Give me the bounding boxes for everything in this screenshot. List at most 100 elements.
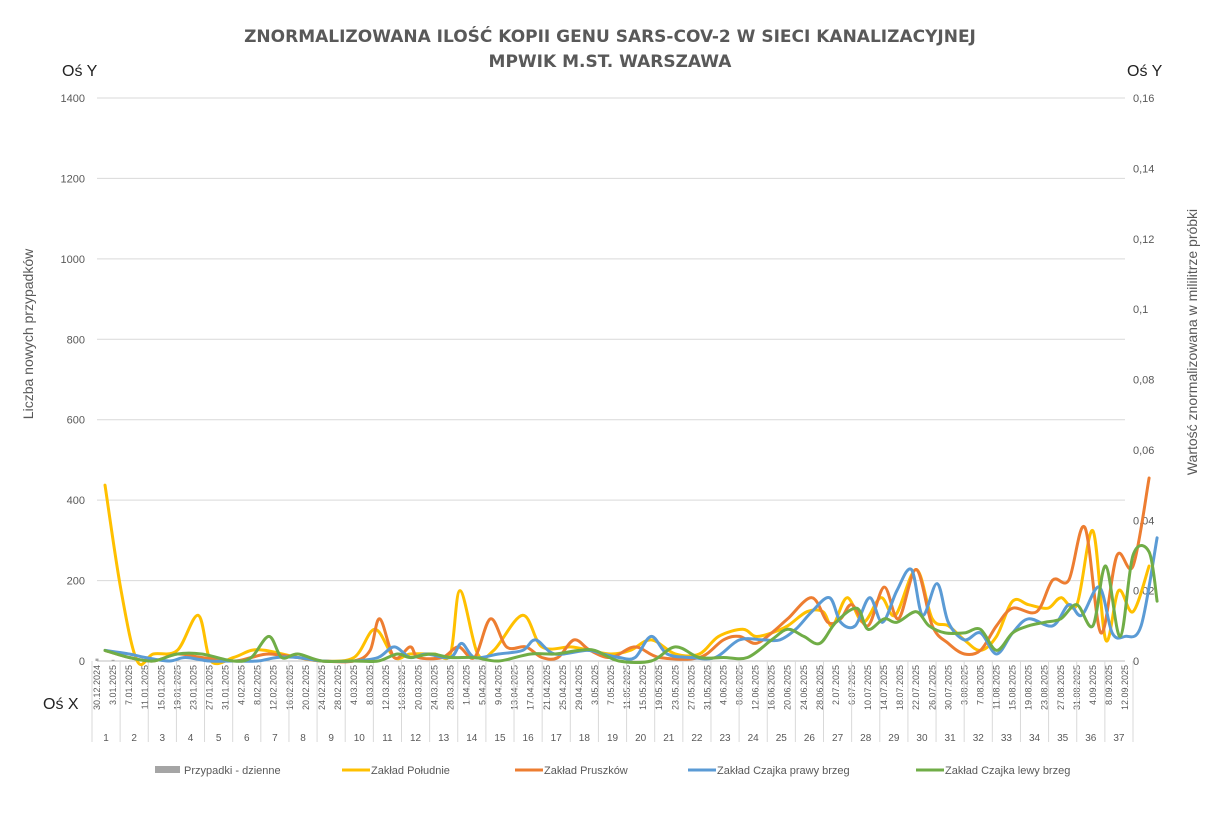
x-date-tick-label: 21.04.2025 bbox=[542, 665, 552, 710]
x-date-tick-label: 4.03.2025 bbox=[349, 665, 359, 705]
legend: Przypadki - dzienne Zakład Południe Zakład… bbox=[155, 765, 1070, 777]
right-y-tick-label: 0 bbox=[1133, 656, 1139, 668]
week-label: 3 bbox=[160, 733, 166, 744]
x-date-tick-label: 23.05.2025 bbox=[670, 665, 680, 710]
x-date-tick-label: 20.03.2025 bbox=[413, 665, 423, 710]
x-date-tick-label: 16.02.2025 bbox=[285, 665, 295, 710]
x-date-tick-label: 13.04.2025 bbox=[510, 665, 520, 710]
right-y-tick-label: 0,12 bbox=[1133, 234, 1154, 246]
x-date-tick-label: 22.07.2025 bbox=[911, 665, 921, 710]
week-label: 26 bbox=[804, 733, 816, 744]
daily-cases-bars bbox=[95, 658, 115, 661]
left-y-tick-label: 1000 bbox=[61, 254, 85, 266]
x-date-tick-label: 1.04.2025 bbox=[461, 665, 471, 705]
x-date-tick-label: 16.06.2025 bbox=[767, 665, 777, 710]
x-date-tick-label: 26.07.2025 bbox=[927, 665, 937, 710]
week-label: 2 bbox=[131, 733, 137, 744]
week-label: 16 bbox=[523, 733, 535, 744]
week-label: 25 bbox=[776, 733, 788, 744]
week-label: 18 bbox=[579, 733, 591, 744]
right-y-tick-label: 0,06 bbox=[1133, 445, 1154, 457]
right-y-corner-label: Oś Y bbox=[1127, 63, 1163, 80]
x-date-tick-label: 4.06.2025 bbox=[718, 665, 728, 705]
x-corner-label: Oś X bbox=[43, 696, 79, 713]
x-date-tick-label: 12.03.2025 bbox=[381, 665, 391, 710]
left-y-tick-label: 0 bbox=[79, 656, 85, 668]
week-label: 8 bbox=[300, 733, 306, 744]
right-y-tick-label: 0,16 bbox=[1133, 93, 1154, 105]
x-date-tick-label: 24.02.2025 bbox=[317, 665, 327, 710]
week-label: 20 bbox=[635, 733, 647, 744]
x-date-tick-label: 8.03.2025 bbox=[365, 665, 375, 705]
x-date-tick-label: 12.09.2025 bbox=[1120, 665, 1130, 710]
x-date-tick-label: 8.09.2025 bbox=[1104, 665, 1114, 705]
x-date-tick-label: 17.04.2025 bbox=[526, 665, 536, 710]
x-date-tick-label: 19.08.2025 bbox=[1024, 665, 1034, 710]
x-date-tick-label: 3.05.2025 bbox=[590, 665, 600, 705]
daily-cases-bar bbox=[95, 658, 99, 661]
x-date-tick-label: 30.07.2025 bbox=[943, 665, 953, 710]
series-line-zak-ad-czajka-lewy-brzeg bbox=[103, 544, 1159, 665]
x-date-tick-label: 27.08.2025 bbox=[1056, 665, 1066, 710]
week-label: 1 bbox=[103, 733, 109, 744]
week-label: 35 bbox=[1057, 733, 1069, 744]
x-date-tick-label: 4.02.2025 bbox=[237, 665, 247, 705]
left-y-ticks: 0 200 400 600 800 1000 1200 1400 bbox=[61, 93, 85, 668]
x-date-tick-label: 7.05.2025 bbox=[606, 665, 616, 705]
legend-swatch bbox=[155, 766, 180, 773]
x-date-tick-label: 3.01.2025 bbox=[108, 665, 118, 705]
right-y-tick-label: 0,14 bbox=[1133, 163, 1154, 175]
week-label: 11 bbox=[382, 733, 393, 744]
week-label: 13 bbox=[438, 733, 450, 744]
right-y-axis-label: Wartość znormalizowana w mililitrze prób… bbox=[1184, 209, 1200, 475]
series-line-zak-ad-po-udnie bbox=[103, 483, 1151, 667]
week-label: 28 bbox=[860, 733, 872, 744]
x-date-tick-label: 28.02.2025 bbox=[333, 665, 343, 710]
legend-entry: Przypadki - dzienne bbox=[184, 765, 281, 777]
x-date-tick-label: 25.04.2025 bbox=[558, 665, 568, 710]
week-label: 15 bbox=[494, 733, 506, 744]
legend-entry: Zakład Pruszków bbox=[544, 765, 628, 777]
week-label: 10 bbox=[354, 733, 366, 744]
x-date-tick-label: 12.02.2025 bbox=[269, 665, 279, 710]
x-date-tick-label: 31.05.2025 bbox=[702, 665, 712, 710]
x-date-tick-label: 11.01.2025 bbox=[140, 665, 150, 709]
gridlines bbox=[97, 97, 1125, 662]
week-label: 24 bbox=[748, 733, 760, 744]
week-label: 36 bbox=[1085, 733, 1097, 744]
x-date-tick-label: 11.08.2025 bbox=[992, 665, 1002, 709]
x-date-tick-label: 20.02.2025 bbox=[301, 665, 311, 710]
x-date-tick-label: 28.06.2025 bbox=[815, 665, 825, 710]
week-label: 31 bbox=[945, 733, 957, 744]
x-date-tick-label: 4.09.2025 bbox=[1088, 665, 1098, 705]
series-line-zak-ad-pruszk-w bbox=[103, 476, 1151, 664]
legend-entry: Zakład Czajka lewy brzeg bbox=[945, 765, 1070, 777]
x-date-tick-label: 16.03.2025 bbox=[397, 665, 407, 710]
x-date-tick-label: 12.06.2025 bbox=[751, 665, 761, 710]
series-lines bbox=[103, 476, 1159, 667]
x-date-tick-label: 15.01.2025 bbox=[156, 665, 166, 710]
x-date-tick-label: 14.07.2025 bbox=[879, 665, 889, 710]
week-label: 21 bbox=[663, 733, 675, 744]
left-y-axis-label: Liczba nowych przypadków bbox=[20, 248, 36, 419]
x-date-tick-label: 23.08.2025 bbox=[1040, 665, 1050, 710]
chart-title-line1: ZNORMALIZOWANA ILOŚĆ KOPII GENU SARS-COV… bbox=[244, 25, 976, 47]
left-y-tick-label: 1200 bbox=[61, 173, 85, 185]
right-y-tick-label: 0,08 bbox=[1133, 375, 1154, 387]
x-date-tick-label: 9.04.2025 bbox=[494, 665, 504, 705]
week-label: 29 bbox=[888, 733, 900, 744]
x-date-tick-label: 7.01.2025 bbox=[124, 665, 134, 705]
legend-entry: Zakład Czajka prawy brzeg bbox=[717, 765, 850, 777]
week-label: 19 bbox=[607, 733, 619, 744]
x-date-tick-label: 15.05.2025 bbox=[638, 665, 648, 710]
left-y-tick-label: 200 bbox=[67, 576, 85, 588]
x-date-tick-label: 28.03.2025 bbox=[445, 665, 455, 710]
x-date-tick-label: 18.07.2025 bbox=[895, 665, 905, 710]
week-label: 37 bbox=[1113, 733, 1125, 744]
x-date-tick-label: 20.06.2025 bbox=[783, 665, 793, 710]
week-label: 9 bbox=[328, 733, 334, 744]
left-y-tick-label: 800 bbox=[67, 334, 85, 346]
x-date-tick-label: 15.08.2025 bbox=[1008, 665, 1018, 710]
week-label: 4 bbox=[188, 733, 194, 744]
left-y-tick-label: 600 bbox=[67, 415, 85, 427]
